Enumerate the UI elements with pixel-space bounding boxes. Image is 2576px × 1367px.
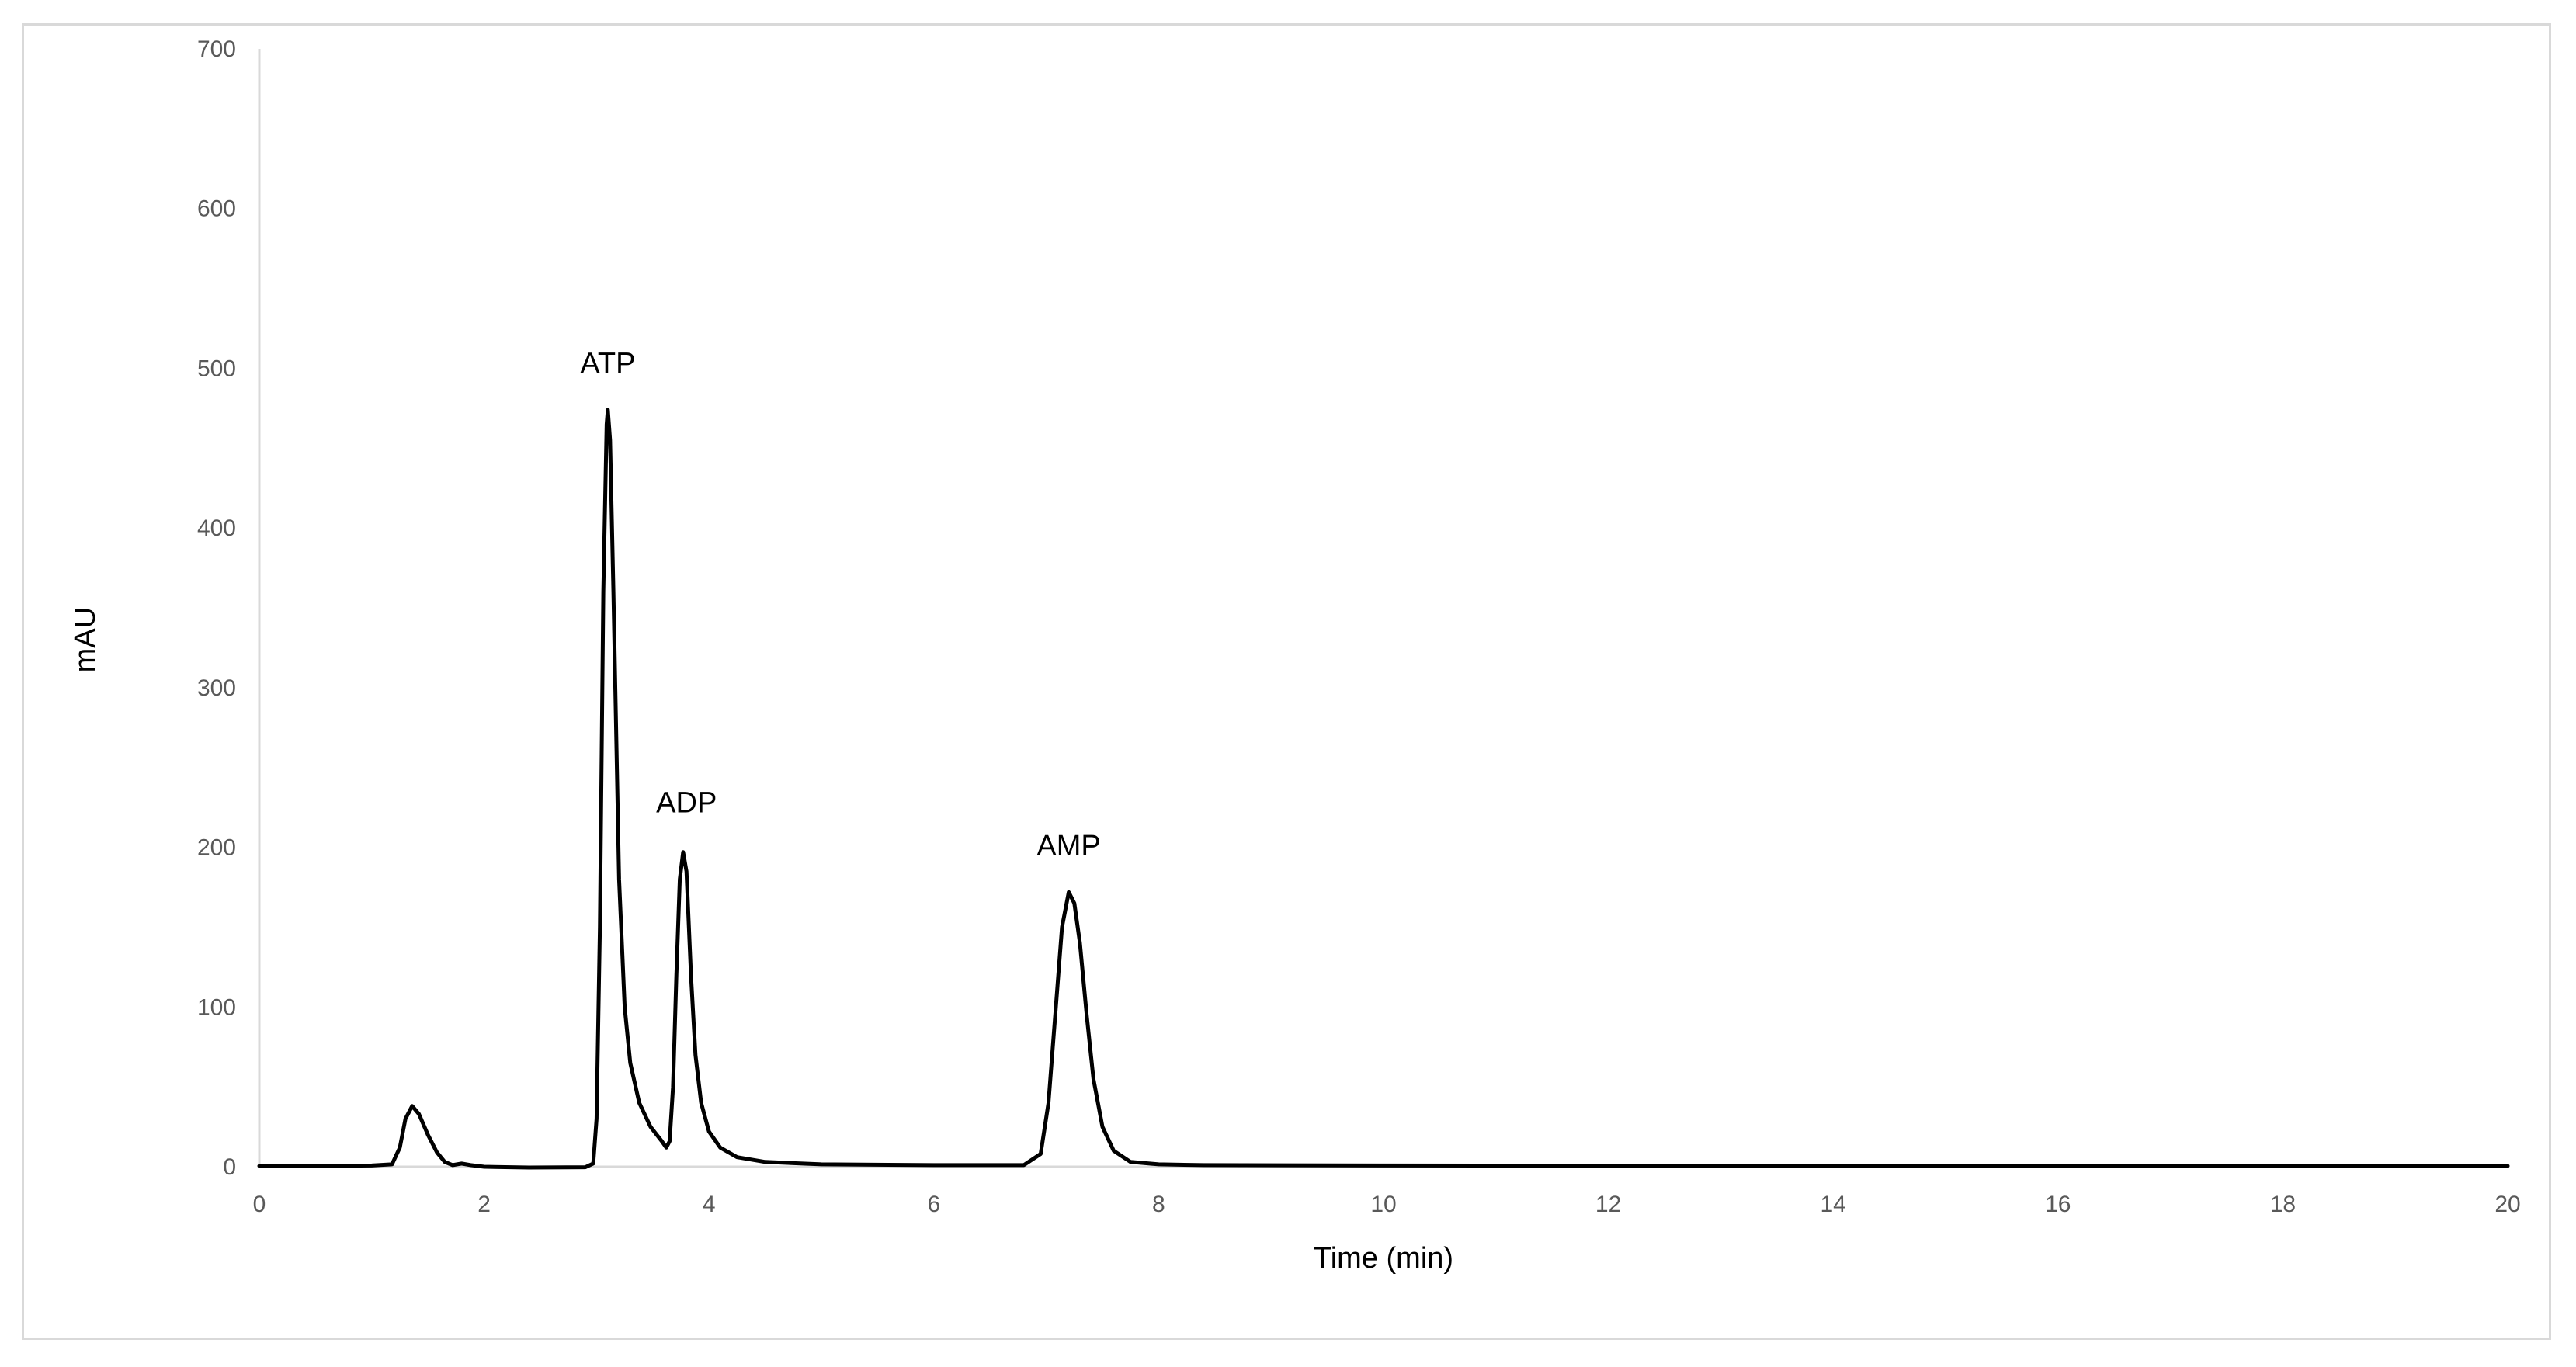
x-tick-label: 20 bbox=[2494, 1192, 2520, 1217]
series-line-chromatogram bbox=[257, 408, 2510, 1170]
y-tick-label: 300 bbox=[197, 675, 236, 701]
x-axis-ticks: 0 2 4 6 8 10 12 14 16 18 20 bbox=[253, 1192, 2521, 1217]
x-tick-label: 10 bbox=[1370, 1192, 1396, 1217]
y-axis-title: mAU bbox=[69, 607, 102, 672]
y-tick-label: 400 bbox=[197, 515, 236, 541]
peak-label-amp: AMP bbox=[1036, 830, 1100, 862]
y-tick-label: 600 bbox=[197, 196, 236, 222]
peak-label-atp: ATP bbox=[580, 348, 635, 380]
x-axis-title: Time (min) bbox=[1314, 1242, 1453, 1275]
y-tick-label: 100 bbox=[197, 994, 236, 1020]
x-tick-label: 18 bbox=[2270, 1192, 2296, 1217]
x-tick-label: 8 bbox=[1152, 1192, 1165, 1217]
x-tick-label: 12 bbox=[1595, 1192, 1621, 1217]
y-tick-label: 700 bbox=[197, 36, 236, 62]
y-tick-label: 200 bbox=[197, 835, 236, 861]
y-axis-ticks: 0 100 200 300 400 500 600 700 bbox=[197, 36, 236, 1180]
y-tick-label: 0 bbox=[223, 1154, 236, 1180]
peak-label-adp: ADP bbox=[656, 786, 717, 819]
chart-frame bbox=[22, 23, 2551, 1340]
x-tick-label: 2 bbox=[477, 1192, 491, 1217]
x-tick-label: 4 bbox=[703, 1192, 716, 1217]
peak-annotations: ATP ADP AMP bbox=[580, 348, 1100, 862]
x-tick-label: 6 bbox=[927, 1192, 940, 1217]
x-tick-label: 14 bbox=[1821, 1192, 1846, 1217]
y-tick-label: 500 bbox=[197, 356, 236, 381]
x-tick-label: 0 bbox=[253, 1192, 266, 1217]
x-tick-label: 16 bbox=[2045, 1192, 2071, 1217]
